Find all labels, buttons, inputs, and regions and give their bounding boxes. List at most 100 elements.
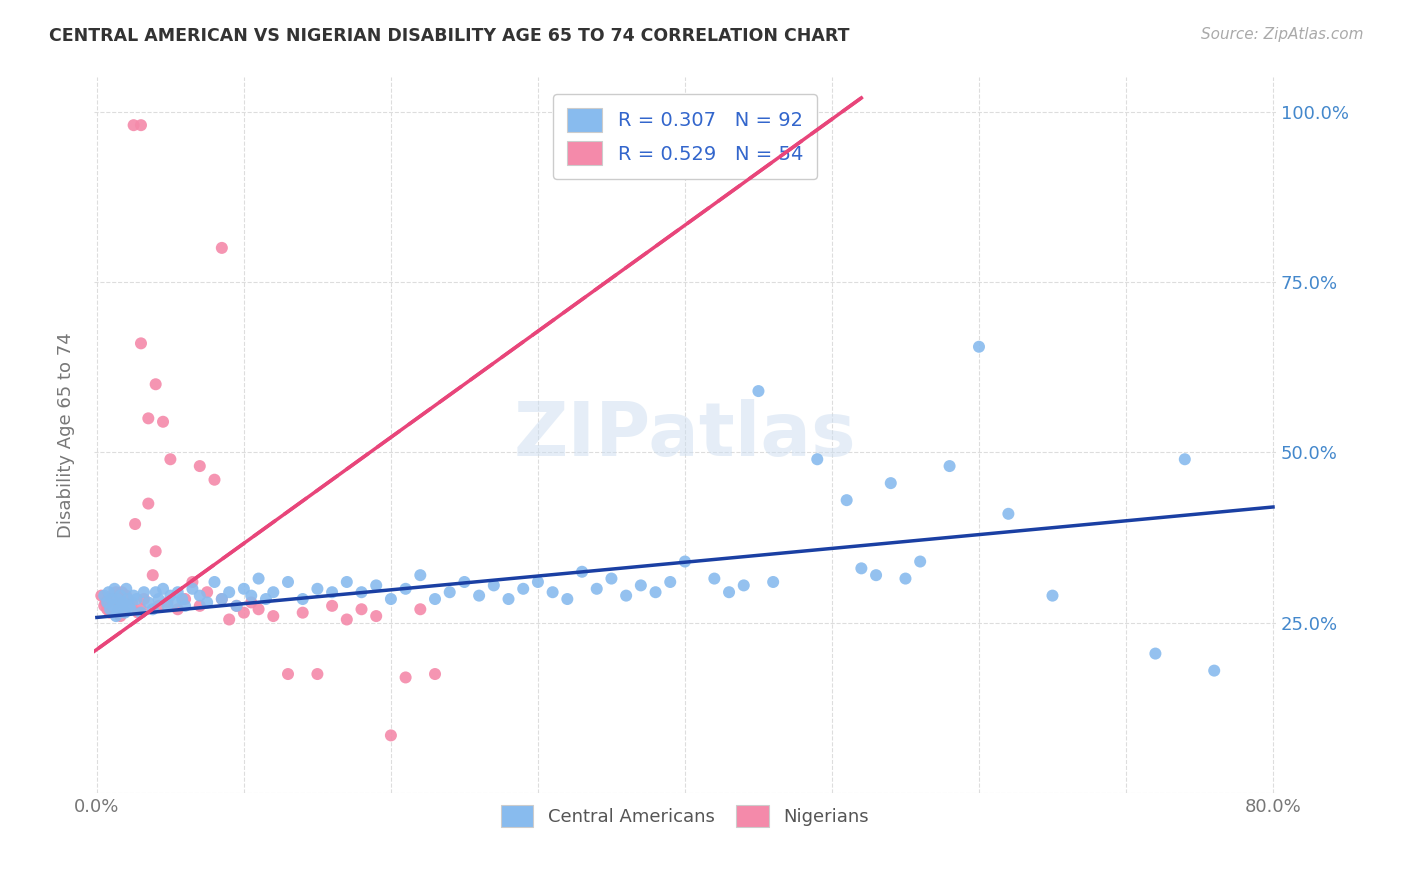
Point [110,609,132,624]
Point [321,599,343,613]
Point [1204,664,1226,678]
Point [104,585,127,599]
Point [1174,452,1197,467]
Point [97,585,120,599]
Point [129,118,152,132]
Point [277,574,299,589]
Point [156,599,179,613]
Point [156,595,179,609]
Point [101,599,124,613]
Point [350,602,373,616]
Point [394,582,416,596]
Point [733,578,755,592]
Point [152,415,174,429]
Point [136,411,159,425]
Point [181,574,204,589]
Point [254,592,277,607]
Point [291,592,314,607]
Point [232,606,254,620]
Point [96,602,118,616]
Point [120,602,142,616]
Point [211,592,233,607]
Point [110,589,132,603]
Point [439,585,461,599]
Point [232,582,254,596]
Point [145,544,167,558]
Point [557,592,579,607]
Point [409,602,432,616]
Point [101,599,124,613]
Point [366,609,388,624]
Point [225,599,247,613]
Point [90,589,112,603]
Point [107,592,129,607]
Point [114,606,136,620]
Legend: Central Americans, Nigerians: Central Americans, Nigerians [494,798,876,834]
Point [894,572,917,586]
Point [225,599,247,613]
Point [321,585,343,599]
Point [129,336,152,351]
Point [188,459,211,474]
Point [163,595,186,609]
Point [277,667,299,681]
Point [673,555,696,569]
Point [659,574,682,589]
Point [145,377,167,392]
Point [100,592,122,607]
Point [423,667,446,681]
Point [93,589,115,603]
Point [380,728,402,742]
Point [211,241,233,255]
Point [204,574,226,589]
Point [195,585,218,599]
Point [114,602,136,616]
Point [218,612,240,626]
Point [108,602,131,616]
Point [136,595,159,609]
Point [1144,647,1167,661]
Point [600,572,623,586]
Point [336,574,359,589]
Point [240,595,263,609]
Text: CENTRAL AMERICAN VS NIGERIAN DISABILITY AGE 65 TO 74 CORRELATION CHART: CENTRAL AMERICAN VS NIGERIAN DISABILITY … [49,27,849,45]
Point [112,595,135,609]
Point [908,555,931,569]
Point [188,589,211,603]
Point [865,568,887,582]
Point [122,118,145,132]
Point [181,582,204,596]
Point [98,602,121,616]
Point [498,592,520,607]
Point [96,595,118,609]
Point [148,592,170,607]
Point [159,589,181,603]
Point [103,582,125,596]
Point [98,606,121,620]
Point [806,452,828,467]
Text: ZIPatlas: ZIPatlas [513,399,856,472]
Point [336,612,359,626]
Point [1042,589,1064,603]
Point [211,592,233,607]
Point [468,589,491,603]
Point [262,609,284,624]
Point [967,340,990,354]
Y-axis label: Disability Age 65 to 74: Disability Age 65 to 74 [58,333,75,538]
Point [366,578,388,592]
Point [148,599,170,613]
Point [307,667,329,681]
Point [938,459,960,474]
Point [127,606,149,620]
Point [136,497,159,511]
Point [111,585,134,599]
Point [132,585,155,599]
Point [482,578,505,592]
Point [125,592,148,607]
Point [997,507,1019,521]
Point [350,585,373,599]
Point [104,609,127,624]
Point [159,452,181,467]
Point [93,599,115,613]
Point [132,592,155,607]
